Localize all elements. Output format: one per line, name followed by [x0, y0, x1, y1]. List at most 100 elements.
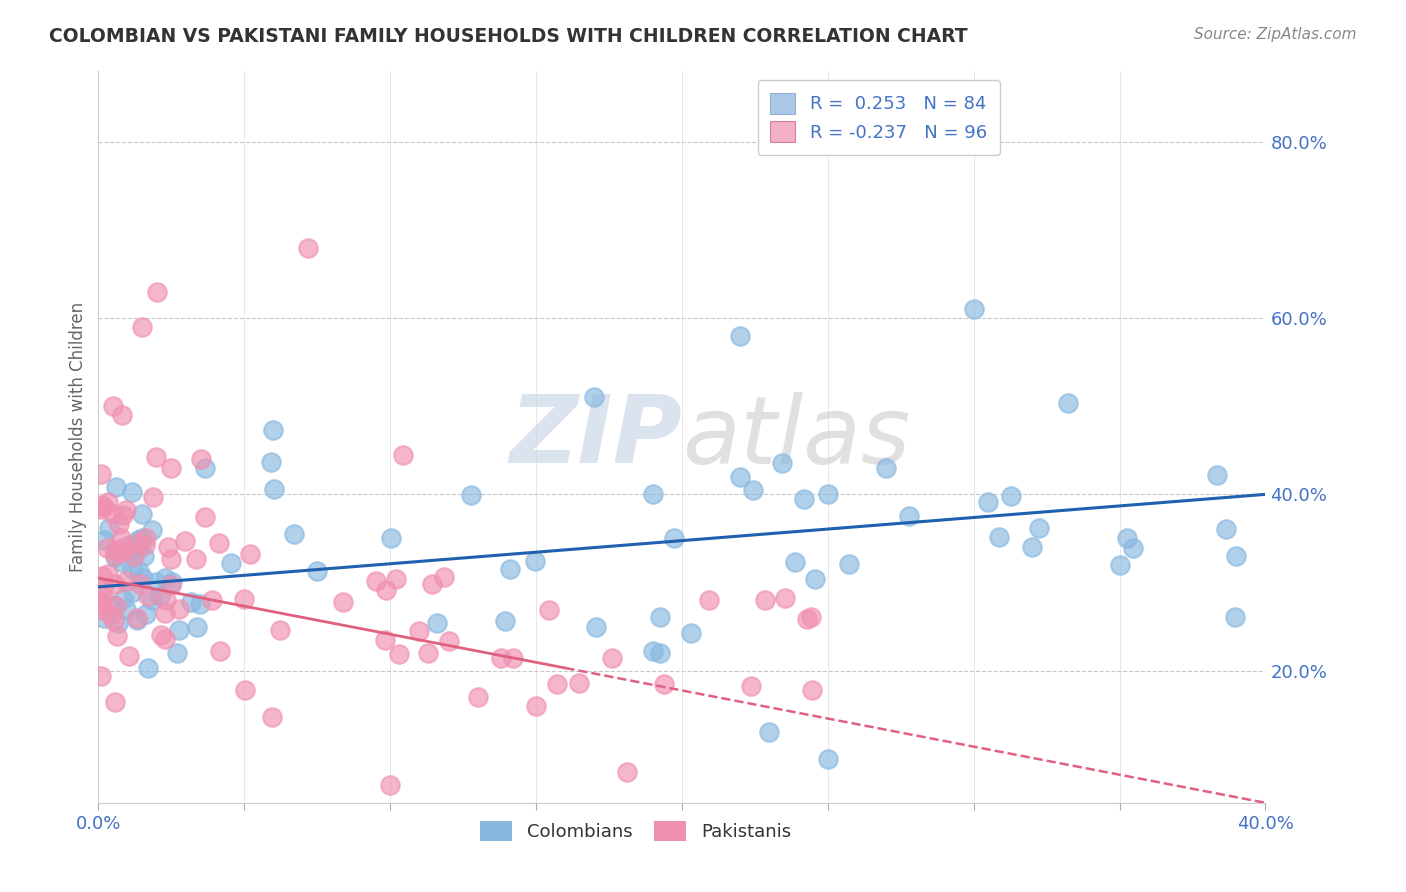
- Point: [112, 540, 135, 554]
- Point: [332, 595, 354, 609]
- Point: [730, 469, 752, 483]
- Point: [408, 624, 430, 639]
- Point: [149, 589, 172, 603]
- Point: [804, 572, 827, 586]
- Point: [190, 452, 212, 467]
- Point: [1206, 467, 1229, 482]
- Point: [131, 507, 153, 521]
- Point: [115, 574, 138, 589]
- Point: [785, 555, 807, 569]
- Point: [121, 562, 143, 576]
- Point: [180, 595, 202, 609]
- Text: ZIP: ZIP: [509, 391, 682, 483]
- Point: [153, 607, 176, 621]
- Point: [758, 725, 780, 739]
- Point: [104, 548, 127, 562]
- Point: [104, 577, 127, 591]
- Point: [494, 614, 516, 628]
- Point: [800, 610, 823, 624]
- Point: [773, 591, 796, 606]
- Point: [740, 679, 762, 693]
- Point: [260, 455, 283, 469]
- Point: [977, 495, 1000, 509]
- Point: [127, 613, 149, 627]
- Point: [103, 614, 125, 628]
- Point: [101, 599, 124, 613]
- Text: Source: ZipAtlas.com: Source: ZipAtlas.com: [1194, 27, 1357, 42]
- Point: [135, 531, 157, 545]
- Point: [1225, 549, 1247, 563]
- Point: [1000, 489, 1022, 503]
- Point: [652, 677, 675, 691]
- Point: [156, 540, 179, 554]
- Point: [186, 552, 208, 566]
- Point: [817, 487, 839, 501]
- Point: [384, 572, 406, 586]
- Point: [201, 592, 224, 607]
- Point: [502, 651, 524, 665]
- Text: COLOMBIAN VS PAKISTANI FAMILY HOUSEHOLDS WITH CHILDREN CORRELATION CHART: COLOMBIAN VS PAKISTANI FAMILY HOUSEHOLDS…: [49, 27, 967, 45]
- Point: [104, 542, 127, 557]
- Point: [568, 676, 591, 690]
- Point: [141, 490, 163, 504]
- Point: [149, 627, 172, 641]
- Point: [208, 643, 231, 657]
- Point: [650, 646, 672, 660]
- Point: [962, 302, 984, 317]
- Point: [173, 534, 195, 549]
- Point: [104, 480, 127, 494]
- Point: [616, 765, 638, 780]
- Point: [537, 603, 560, 617]
- Point: [146, 285, 169, 299]
- Point: [420, 577, 443, 591]
- Point: [364, 574, 387, 588]
- Point: [297, 241, 319, 255]
- Point: [105, 629, 128, 643]
- Point: [583, 391, 606, 405]
- Point: [90, 597, 112, 611]
- Point: [194, 510, 217, 524]
- Point: [121, 543, 143, 558]
- Point: [122, 549, 145, 564]
- Point: [499, 562, 522, 576]
- Point: [897, 508, 920, 523]
- Point: [283, 527, 305, 541]
- Point: [141, 592, 163, 607]
- Point: [104, 599, 127, 613]
- Point: [262, 423, 284, 437]
- Point: [307, 564, 329, 578]
- Point: [391, 448, 413, 462]
- Point: [122, 585, 145, 599]
- Point: [380, 531, 402, 545]
- Point: [120, 538, 142, 552]
- Point: [96, 566, 118, 581]
- Point: [662, 531, 685, 545]
- Point: [145, 574, 167, 589]
- Point: [114, 503, 136, 517]
- Point: [90, 502, 112, 516]
- Point: [167, 601, 190, 615]
- Point: [111, 408, 134, 422]
- Point: [388, 647, 411, 661]
- Point: [1028, 521, 1050, 535]
- Point: [90, 669, 112, 683]
- Point: [110, 544, 132, 558]
- Point: [269, 623, 291, 637]
- Point: [770, 457, 793, 471]
- Point: [467, 690, 489, 704]
- Point: [90, 467, 112, 482]
- Point: [262, 710, 284, 724]
- Point: [239, 547, 262, 561]
- Point: [141, 523, 163, 537]
- Point: [90, 594, 112, 608]
- Point: [460, 488, 482, 502]
- Point: [374, 633, 396, 648]
- Point: [233, 683, 256, 698]
- Point: [1115, 531, 1137, 545]
- Point: [546, 676, 568, 690]
- Point: [93, 611, 115, 625]
- Point: [375, 582, 398, 597]
- Point: [121, 485, 143, 500]
- Point: [160, 461, 183, 475]
- Point: [136, 589, 159, 603]
